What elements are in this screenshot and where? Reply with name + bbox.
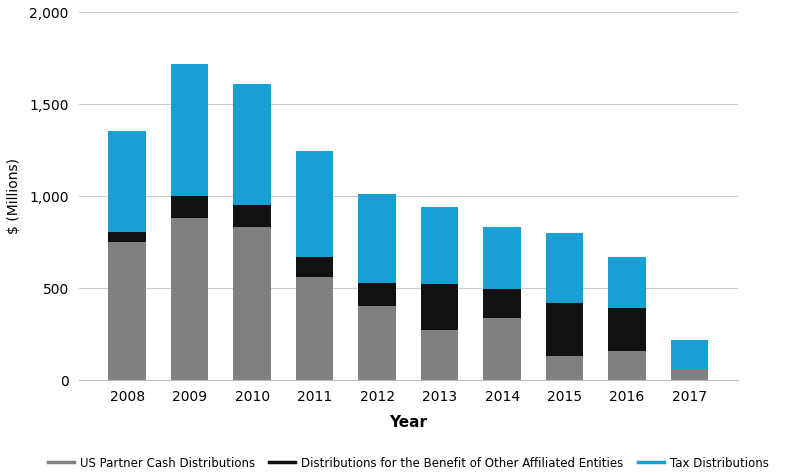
- Bar: [546, 233, 583, 303]
- Y-axis label: $ (Millions): $ (Millions): [7, 158, 21, 234]
- Bar: [234, 84, 271, 205]
- Bar: [483, 318, 521, 380]
- Bar: [608, 257, 646, 308]
- Bar: [546, 303, 583, 356]
- Bar: [234, 228, 271, 380]
- Bar: [358, 194, 396, 283]
- Bar: [421, 331, 458, 380]
- Bar: [296, 257, 334, 277]
- Bar: [670, 369, 708, 380]
- Bar: [421, 285, 458, 331]
- Bar: [546, 356, 583, 380]
- Bar: [296, 151, 334, 257]
- Bar: [483, 289, 521, 318]
- Bar: [109, 242, 146, 380]
- Bar: [358, 283, 396, 306]
- Bar: [608, 308, 646, 351]
- Bar: [358, 306, 396, 380]
- Bar: [234, 205, 271, 228]
- Bar: [109, 131, 146, 232]
- Bar: [171, 218, 209, 380]
- Bar: [109, 232, 146, 242]
- Bar: [608, 351, 646, 380]
- Bar: [171, 196, 209, 218]
- Bar: [421, 207, 458, 285]
- Bar: [483, 227, 521, 289]
- Bar: [171, 64, 209, 196]
- X-axis label: Year: Year: [390, 415, 427, 430]
- Bar: [670, 341, 708, 369]
- Legend: US Partner Cash Distributions, Distributions for the Benefit of Other Affiliated: US Partner Cash Distributions, Distribut…: [43, 452, 773, 475]
- Bar: [296, 277, 334, 380]
